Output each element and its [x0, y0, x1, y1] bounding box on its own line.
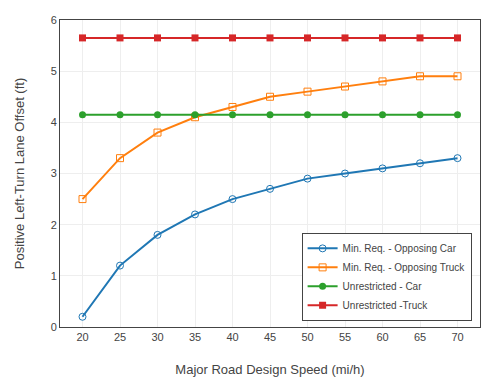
svg-text:Positive Left-Turn Lane Offset: Positive Left-Turn Lane Offset (ft)	[12, 78, 27, 269]
svg-text:35: 35	[189, 331, 201, 343]
svg-text:Min. Req. - Opposing Car: Min. Req. - Opposing Car	[343, 243, 457, 254]
svg-text:2: 2	[51, 219, 57, 231]
svg-text:Unrestricted - Car: Unrestricted - Car	[343, 281, 423, 292]
svg-text:45: 45	[264, 331, 276, 343]
svg-text:20: 20	[76, 331, 88, 343]
svg-text:30: 30	[151, 331, 163, 343]
svg-text:25: 25	[114, 331, 126, 343]
svg-text:70: 70	[451, 331, 463, 343]
svg-text:6: 6	[51, 14, 57, 26]
svg-text:3: 3	[51, 167, 57, 179]
svg-text:50: 50	[301, 331, 313, 343]
svg-text:5: 5	[51, 65, 57, 77]
svg-text:4: 4	[51, 116, 57, 128]
svg-text:40: 40	[226, 331, 238, 343]
svg-text:65: 65	[414, 331, 426, 343]
svg-text:0: 0	[51, 321, 57, 333]
svg-text:55: 55	[339, 331, 351, 343]
svg-text:60: 60	[376, 331, 388, 343]
svg-text:Unrestricted -Truck: Unrestricted -Truck	[343, 300, 429, 311]
svg-text:1: 1	[51, 270, 57, 282]
svg-text:Min. Req. - Opposing Truck: Min. Req. - Opposing Truck	[343, 262, 466, 273]
svg-text:Major Road Design Speed (mi/h): Major Road Design Speed (mi/h)	[175, 362, 364, 377]
